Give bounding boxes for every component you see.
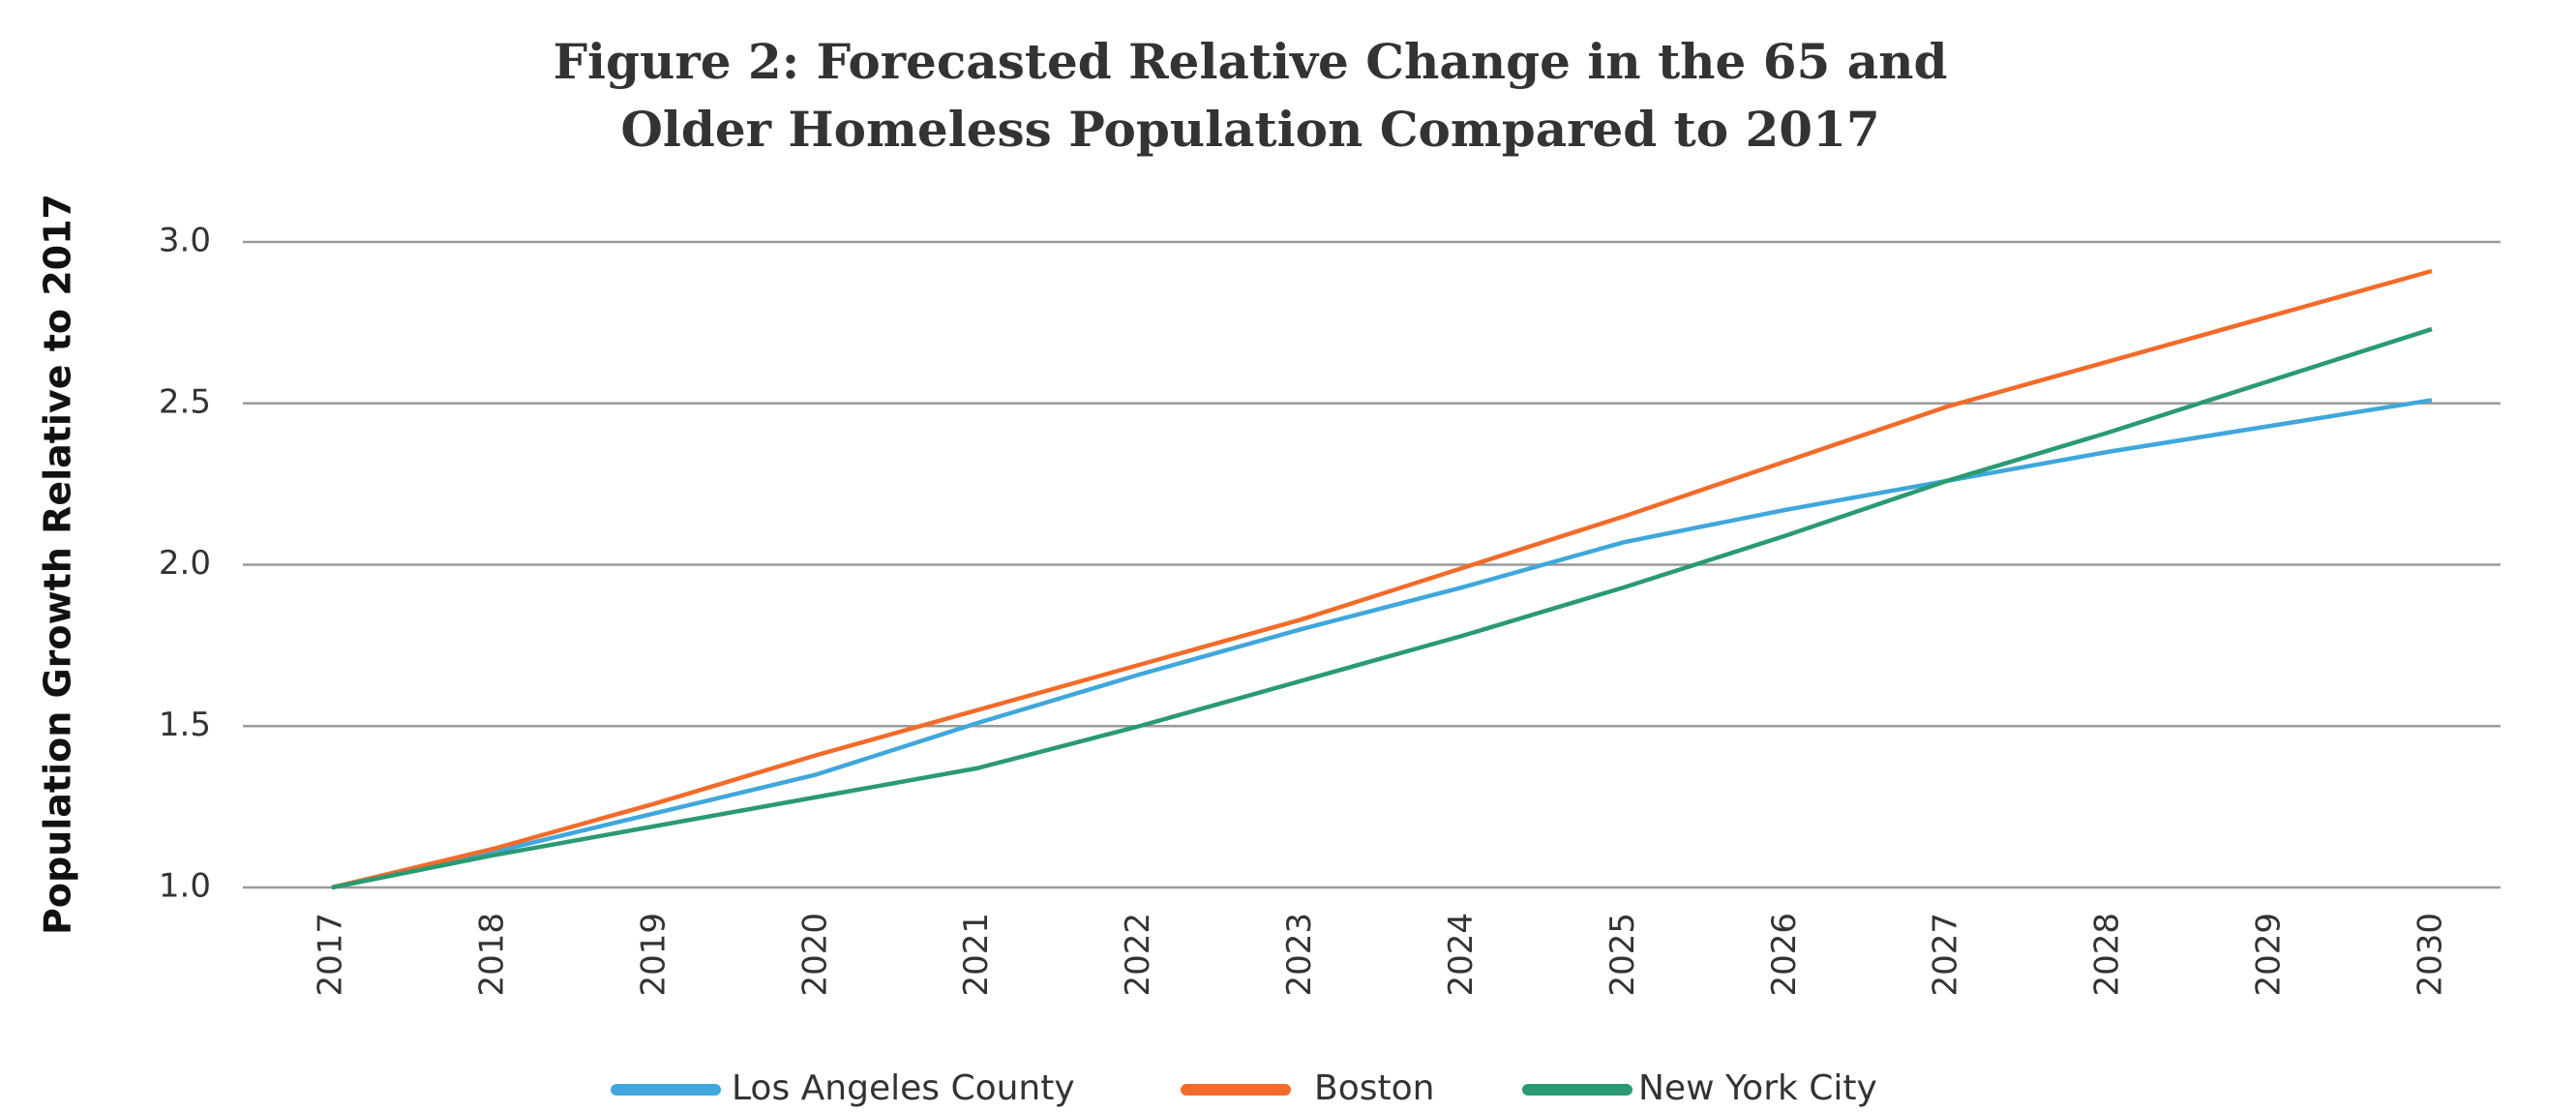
x-tick-label: 2020 [795, 913, 834, 997]
x-tick-label: 2017 [312, 913, 350, 997]
y-axis-label: Population Growth Relative to 2017 [37, 194, 79, 935]
y-tick-label: 2.5 [159, 382, 211, 421]
x-tick-label: 2022 [1119, 913, 1157, 997]
x-tick-label: 2023 [1280, 913, 1319, 997]
y-tick-label: 3.0 [159, 222, 211, 260]
x-tick-label: 2027 [1927, 913, 1965, 997]
x-tick-label: 2025 [1603, 913, 1642, 997]
chart-title: Older Homeless Population Compared to 20… [620, 101, 1879, 158]
series-line [331, 326, 2433, 890]
x-tick-label: 2030 [2411, 913, 2450, 997]
series-line [331, 398, 2433, 890]
x-tick-label: 2028 [2088, 913, 2127, 997]
y-tick-label: 2.0 [159, 544, 211, 583]
legend-label: Boston [1314, 1068, 1434, 1108]
legend-label: Los Angeles County [732, 1068, 1075, 1108]
series-line [331, 268, 2433, 890]
legend-label: New York City [1638, 1068, 1877, 1108]
x-tick-label: 2029 [2250, 913, 2289, 997]
chart-title: Figure 2: Forecasted Relative Change in … [554, 33, 1948, 90]
y-tick-label: 1.0 [159, 867, 211, 906]
x-tick-label: 2024 [1442, 913, 1481, 997]
y-tick-label: 1.5 [159, 706, 211, 744]
x-tick-label: 2019 [634, 913, 673, 997]
x-tick-label: 2021 [957, 913, 996, 997]
x-tick-label: 2026 [1765, 913, 1804, 997]
x-tick-label: 2018 [472, 913, 511, 997]
